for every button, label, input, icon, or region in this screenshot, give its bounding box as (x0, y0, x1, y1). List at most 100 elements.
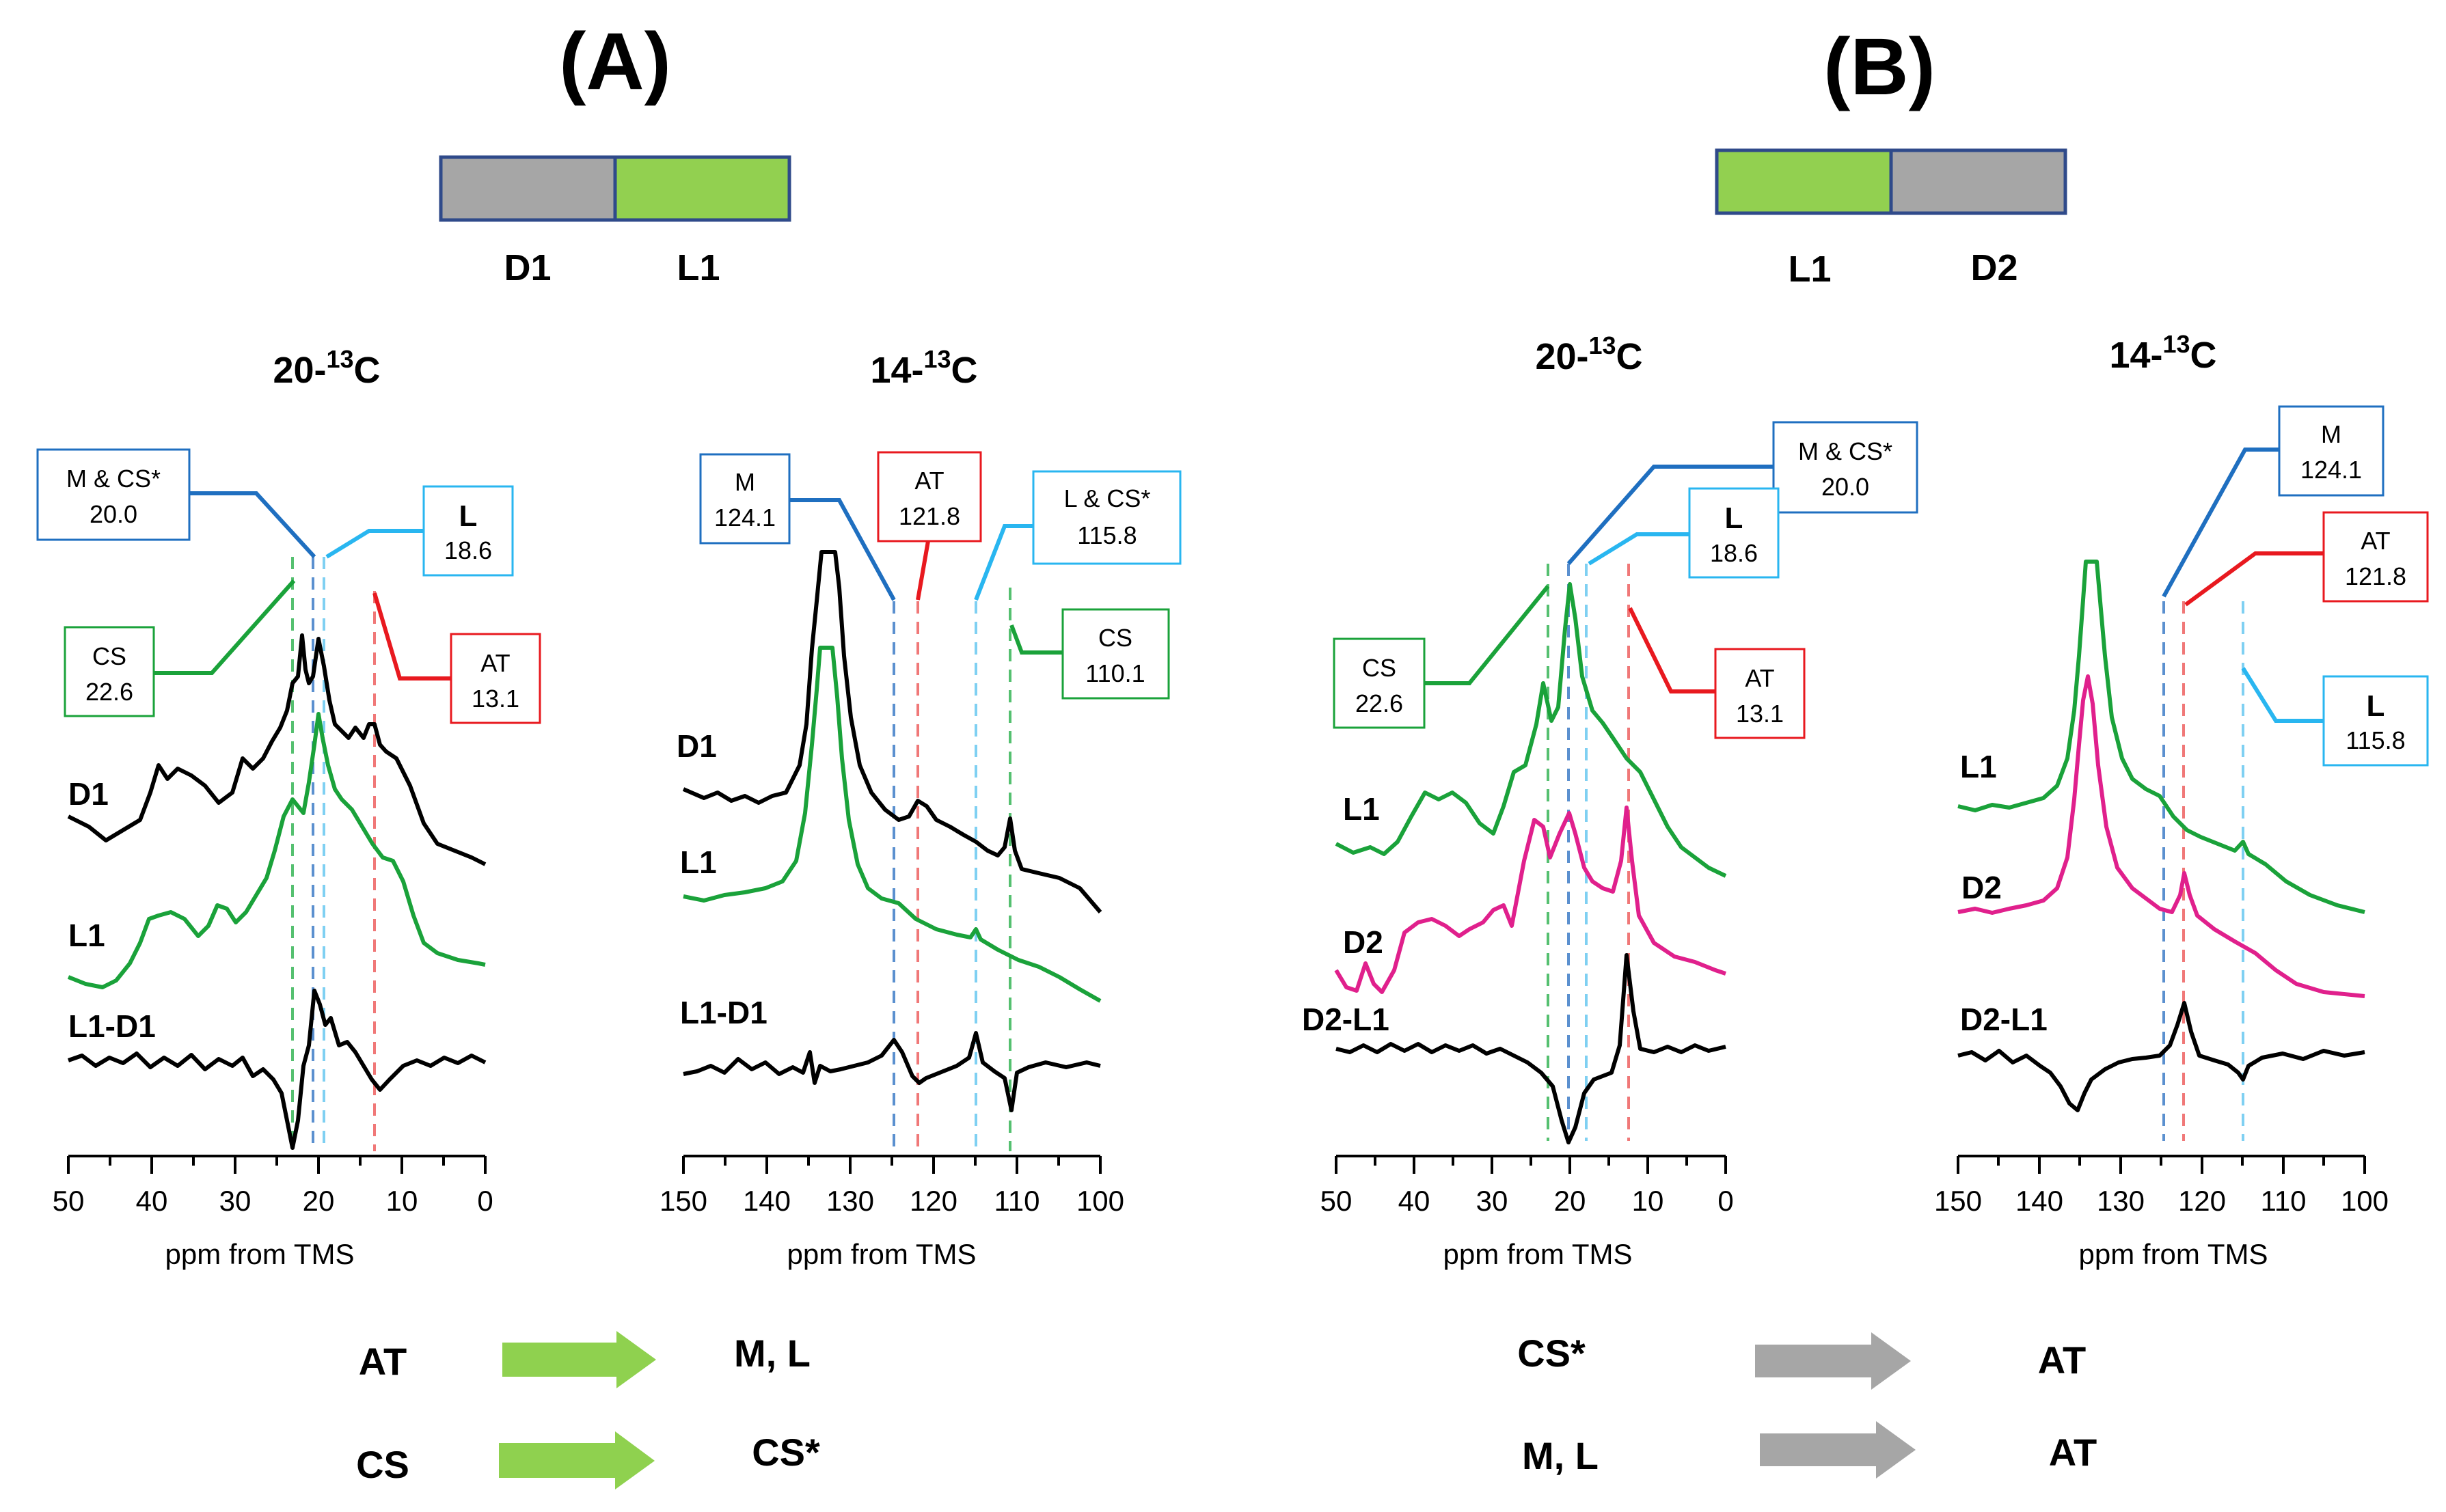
tick-label: 30 (1476, 1185, 1508, 1217)
chart-b2-spectrum-l1 (1957, 560, 2365, 914)
callout-value: 20.0 (1821, 473, 1869, 501)
tick-label: 20 (1554, 1185, 1586, 1217)
panel-b-arrow1-to: AT (2038, 1338, 2087, 1382)
tick-label: 120 (2178, 1185, 2226, 1217)
callout-label: M (2321, 420, 2341, 448)
chart-a2-callout-m: M 124.1 (699, 453, 896, 601)
chart-b2-spectrum-d2 (1957, 674, 2365, 998)
chart-a2-callout-cs: CS 110.1 (1009, 608, 1170, 700)
chart-b1-spectrum-label-d2: D2 (1343, 924, 1383, 960)
tick-label: 40 (1398, 1185, 1430, 1217)
callout-label: CS (1362, 654, 1396, 682)
chart-b2-marker-lines (2162, 601, 2244, 1141)
chart-b2-spectrum-label-d2-l1: D2-L1 (1960, 1002, 2048, 1037)
chart-a2-spectrum-l1 (683, 646, 1102, 1003)
chart-b2-callout-l: L 115.8 (2241, 667, 2429, 767)
tick-label: 50 (1320, 1185, 1353, 1217)
chart-a2-spectrum-label-l1: L1 (680, 844, 717, 880)
tick-label: 140 (2015, 1185, 2063, 1217)
chart-b1-title: 20-13C (1535, 331, 1642, 377)
panel-b-arrow2 (1760, 1421, 1916, 1479)
callout-value: 22.6 (85, 678, 133, 706)
chart-a1-x-axis (67, 1155, 487, 1174)
chart-a2-callout-l-cs: L & CS* 115.8 (974, 470, 1182, 601)
chart-b1-tick-labels: 50 40 30 20 10 0 (1320, 1185, 1734, 1217)
chart-a1-spectrum-label-d1: D1 (68, 776, 109, 812)
chart-b1-xlabel: ppm from TMS (1443, 1238, 1633, 1270)
callout-value: 13.1 (472, 685, 519, 713)
chart-a1-callout-l: L 18.6 (325, 485, 514, 577)
callout-label: AT (914, 467, 944, 495)
chart-b2-title: 14-13C (2109, 330, 2216, 376)
callout-value: 115.8 (2346, 726, 2405, 754)
chart-b1-callout-cs: CS 22.6 (1333, 585, 1550, 729)
chart-b1-spectrum-l1 (1335, 582, 1727, 878)
chart-a1-xlabel: ppm from TMS (165, 1238, 355, 1270)
chart-a2-spectrum-d1 (682, 550, 1102, 913)
callout-label: M & CS* (1798, 437, 1892, 465)
callout-value: 13.1 (1736, 700, 1784, 728)
chart-b1-callout-at: AT 13.1 (1628, 607, 1806, 739)
panel-b-block-label-l1: L1 (1788, 249, 1831, 290)
panel-b-arrow1 (1755, 1332, 1911, 1390)
chart-a1-spectrum-l1 (67, 712, 486, 989)
callout-label: AT (480, 649, 510, 677)
chart-a2-tick-labels: 150 140 130 120 110 100 (660, 1185, 1124, 1217)
tick-label: 100 (1076, 1185, 1124, 1217)
panel-b-title: (B) (1823, 22, 1935, 112)
tick-label: 10 (1632, 1185, 1664, 1217)
callout-value: 115.8 (1077, 521, 1137, 549)
panel-b-block-l1 (1715, 148, 1893, 215)
chart-a2-marker-lines (893, 588, 1011, 1151)
panel-b-arrow2-from: M, L (1522, 1434, 1599, 1477)
callout-value: 121.8 (2345, 562, 2406, 590)
panel-a-arrow2-from: CS (356, 1443, 409, 1486)
chart-b1-spectrum-label-l1: L1 (1343, 791, 1380, 827)
callout-label: L (1725, 501, 1743, 535)
chart-a2-spectrum-l1-d1 (683, 1031, 1101, 1112)
tick-label: 40 (136, 1185, 168, 1217)
chart-b2-spectrum-label-l1: L1 (1960, 749, 1997, 784)
panel-a-block-label-d1: D1 (504, 247, 551, 288)
callout-label: L & CS* (1064, 484, 1151, 512)
chart-b2-callout-at: AT 121.8 (2184, 511, 2429, 607)
panel-a-arrow1-to: M, L (734, 1332, 811, 1375)
tick-label: 140 (743, 1185, 791, 1217)
callout-label: CS (92, 642, 126, 670)
chart-a1-spectrum-d1 (67, 633, 487, 866)
callout-label: M & CS* (66, 465, 161, 493)
panel-a-title: (A) (559, 16, 671, 107)
callout-value: 18.6 (1710, 539, 1758, 567)
chart-a1-title: 20-13C (273, 345, 380, 391)
chart-a1-marker-lines (291, 557, 376, 1151)
chart-b2-tick-labels: 150 140 130 120 110 100 (1934, 1185, 2389, 1217)
panel-a-block-l1 (613, 155, 791, 222)
chart-b1-spectrum-label-d2-l1: D2-L1 (1302, 1002, 1389, 1037)
chart-a2-callout-at: AT 121.8 (877, 451, 982, 601)
chart-b1-spectrum-d2-l1 (1335, 953, 1726, 1144)
chart-b2-x-axis (1957, 1155, 2366, 1174)
callout-label: CS (1098, 624, 1132, 652)
callout-label: L (2367, 689, 2385, 723)
tick-label: 110 (2261, 1185, 2307, 1217)
chart-b2-callout-m: M 124.1 (2162, 405, 2384, 598)
tick-label: 100 (2341, 1185, 2389, 1217)
callout-value: 124.1 (2300, 456, 2362, 484)
chart-a1-spectrum-label-l1-d1: L1-D1 (68, 1008, 156, 1044)
callout-value: 20.0 (90, 500, 137, 528)
panel-a-arrow2-to: CS* (752, 1431, 820, 1474)
chart-a2-xlabel: ppm from TMS (787, 1238, 977, 1270)
chart-a1-spectrum-l1-d1 (68, 989, 487, 1150)
tick-label: 130 (2097, 1185, 2145, 1217)
callout-value: 121.8 (899, 502, 960, 530)
chart-b1-callout-m-cs: M & CS* 20.0 (1566, 421, 1918, 565)
tick-label: 30 (219, 1185, 252, 1217)
panel-a-arrow1-from: AT (359, 1340, 407, 1383)
callout-value: 22.6 (1355, 689, 1403, 717)
callout-label: M (735, 468, 755, 496)
panel-a-arrow1 (502, 1331, 656, 1388)
callout-label: AT (1745, 664, 1774, 692)
chart-a1-spectrum-label-l1: L1 (68, 918, 105, 953)
tick-label: 120 (910, 1185, 957, 1217)
